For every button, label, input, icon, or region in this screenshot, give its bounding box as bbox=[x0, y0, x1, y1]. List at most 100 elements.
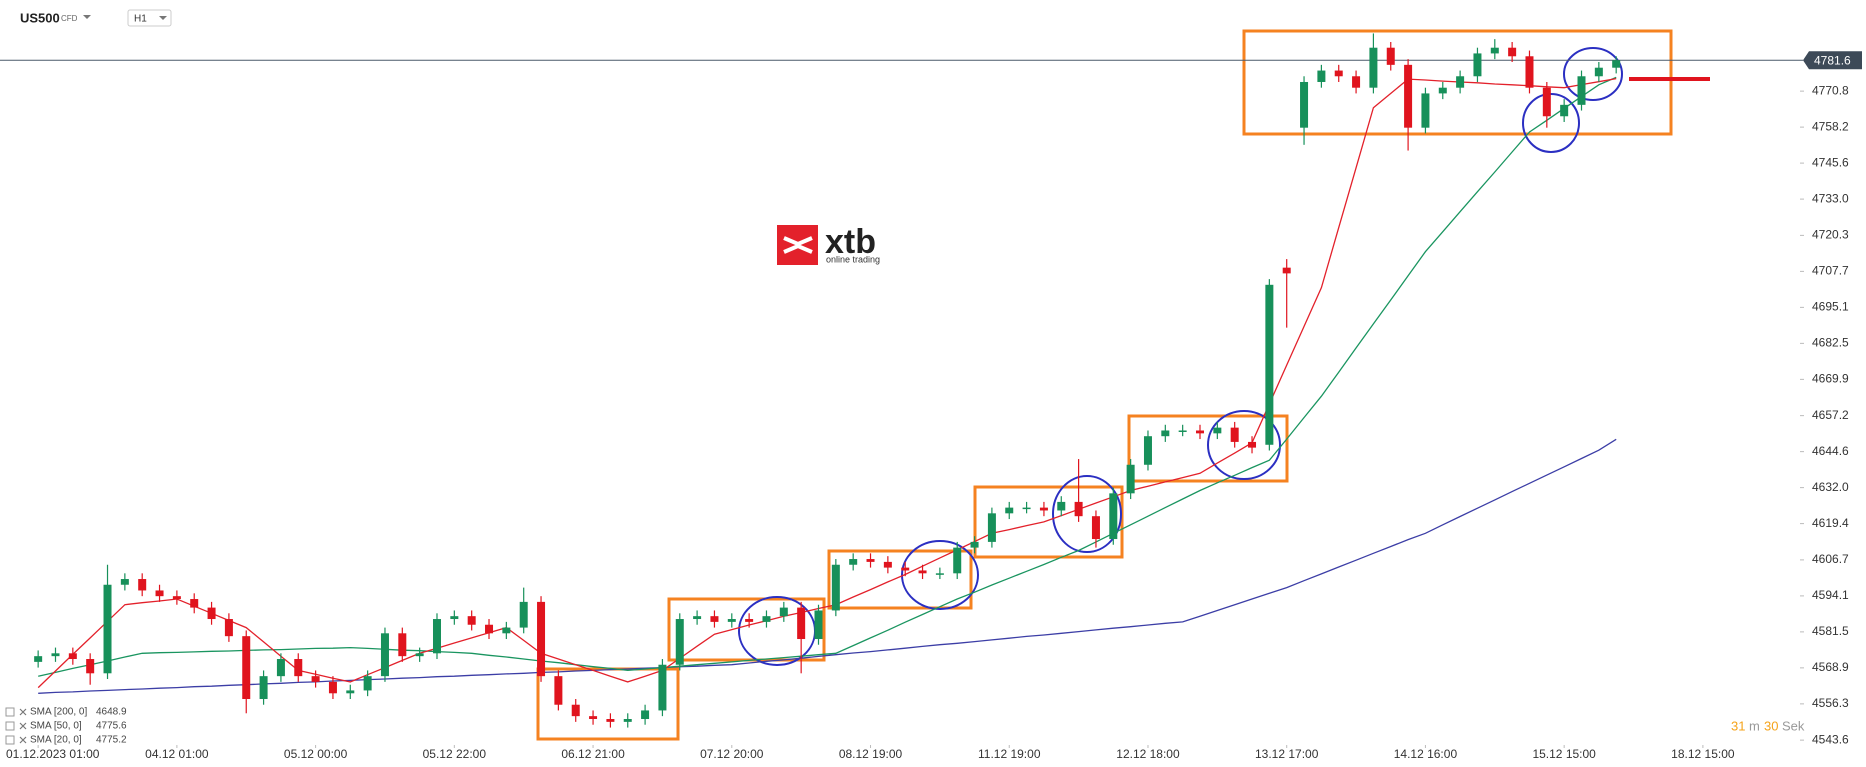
candle-body bbox=[1057, 501, 1066, 511]
tagline: online trading bbox=[826, 254, 880, 264]
price-tag bbox=[1803, 51, 1862, 70]
candle-body bbox=[1074, 501, 1083, 517]
candle-body bbox=[797, 607, 806, 640]
candle-body bbox=[1230, 427, 1239, 442]
y-tick-label: 4556.3 bbox=[1812, 696, 1849, 710]
candle-body bbox=[380, 633, 389, 677]
candle-body bbox=[1456, 76, 1465, 88]
candle-body bbox=[1542, 87, 1551, 117]
y-tick-label: 4745.6 bbox=[1812, 155, 1849, 169]
candle-body bbox=[1577, 76, 1586, 105]
candle-body bbox=[1265, 284, 1274, 445]
candle-body bbox=[1612, 60, 1621, 68]
candle-body bbox=[1022, 507, 1031, 510]
candle-body bbox=[589, 716, 598, 720]
timeframe-dropdown[interactable] bbox=[127, 9, 172, 27]
legend-name: SMA [200, 0] bbox=[30, 707, 87, 718]
timeframe[interactable]: H1 bbox=[134, 14, 147, 25]
candle-body bbox=[1109, 493, 1118, 540]
candle-body bbox=[1404, 64, 1413, 128]
candle-body bbox=[641, 710, 650, 720]
candle-body bbox=[745, 619, 754, 622]
candle-body bbox=[328, 681, 337, 694]
instrument-type: CFD bbox=[61, 14, 78, 23]
legend-value: 4775.2 bbox=[96, 735, 127, 746]
candle-body bbox=[415, 653, 424, 657]
range-box bbox=[536, 667, 680, 741]
sma-line bbox=[38, 76, 1617, 677]
candle-body bbox=[658, 664, 667, 711]
candle-body bbox=[571, 704, 580, 717]
candle-body bbox=[155, 590, 164, 597]
candle-body bbox=[970, 541, 979, 548]
candle-body bbox=[901, 567, 910, 571]
candle-body bbox=[485, 624, 494, 634]
brand: xtb bbox=[825, 223, 876, 261]
legend-value: 4775.6 bbox=[96, 721, 127, 732]
y-tick-label: 4543.6 bbox=[1812, 732, 1849, 746]
candle-body bbox=[1161, 430, 1170, 437]
y-tick-label: 4758.2 bbox=[1812, 119, 1849, 133]
circle bbox=[1522, 93, 1580, 153]
candle-body bbox=[1196, 430, 1204, 434]
x-tick-label: 07.12 20:00 bbox=[700, 747, 764, 761]
sma-line bbox=[37, 77, 1617, 689]
circle bbox=[1563, 47, 1623, 101]
candle-body bbox=[1213, 427, 1222, 434]
x-tick-label: 04.12 01:00 bbox=[145, 747, 209, 761]
candle-body bbox=[502, 627, 511, 634]
sma-line bbox=[38, 438, 1617, 694]
candle-body bbox=[779, 607, 788, 617]
x-tick-label: 01.12.2023 01:00 bbox=[6, 747, 100, 761]
candle-body bbox=[537, 601, 546, 677]
candle-body bbox=[1317, 70, 1326, 82]
candle-body bbox=[935, 573, 944, 575]
range-box bbox=[1242, 29, 1673, 136]
timer-seconds: 30 bbox=[1764, 718, 1778, 733]
candle-body bbox=[918, 570, 927, 574]
y-tick-label: 4568.9 bbox=[1812, 660, 1849, 674]
timer-minutes-unit: m bbox=[1749, 718, 1760, 733]
candle-body bbox=[883, 561, 892, 568]
candle-body bbox=[831, 564, 840, 611]
candle-body bbox=[1282, 267, 1291, 274]
candle-body bbox=[1594, 67, 1603, 77]
symbol[interactable]: US500 bbox=[20, 10, 60, 25]
y-tick-label: 4619.4 bbox=[1812, 516, 1849, 530]
candle-body bbox=[623, 719, 632, 722]
legend-remove bbox=[19, 708, 27, 716]
candle-body bbox=[1352, 76, 1361, 88]
y-tick-label: 4695.1 bbox=[1812, 300, 1849, 314]
y-tick-label: 4581.5 bbox=[1812, 624, 1849, 638]
candle-body bbox=[467, 616, 476, 625]
candle-body bbox=[1560, 104, 1569, 117]
candle-body bbox=[1126, 464, 1135, 494]
candle-body bbox=[1525, 56, 1534, 88]
y-tick-label: 4657.2 bbox=[1812, 408, 1849, 422]
x-tick-label: 05.12 00:00 bbox=[284, 747, 348, 761]
x-tick-label: 12.12 18:00 bbox=[1116, 747, 1180, 761]
candle-body bbox=[1039, 507, 1048, 511]
circle bbox=[901, 540, 979, 610]
candle-body bbox=[34, 656, 43, 662]
symbol-dropdown-arrow[interactable] bbox=[83, 15, 91, 19]
y-tick-label: 4770.8 bbox=[1812, 83, 1849, 97]
candle-body bbox=[120, 579, 129, 585]
candle-body bbox=[259, 676, 268, 700]
candle-body bbox=[51, 653, 60, 657]
candle-body bbox=[432, 619, 441, 654]
range-box bbox=[827, 549, 973, 610]
y-tick-label: 4644.6 bbox=[1812, 444, 1849, 458]
candle-body bbox=[172, 596, 181, 600]
candle-body bbox=[68, 653, 77, 660]
candle-body bbox=[1334, 70, 1343, 77]
y-tick-label: 4707.7 bbox=[1812, 264, 1849, 278]
legend-icon bbox=[5, 707, 15, 717]
x-tick-label: 18.12 15:00 bbox=[1671, 747, 1735, 761]
candle-body bbox=[710, 616, 719, 622]
candle-body bbox=[276, 659, 285, 677]
legend-name: SMA [50, 0] bbox=[30, 721, 82, 732]
x-tick-label: 13.12 17:00 bbox=[1255, 747, 1319, 761]
